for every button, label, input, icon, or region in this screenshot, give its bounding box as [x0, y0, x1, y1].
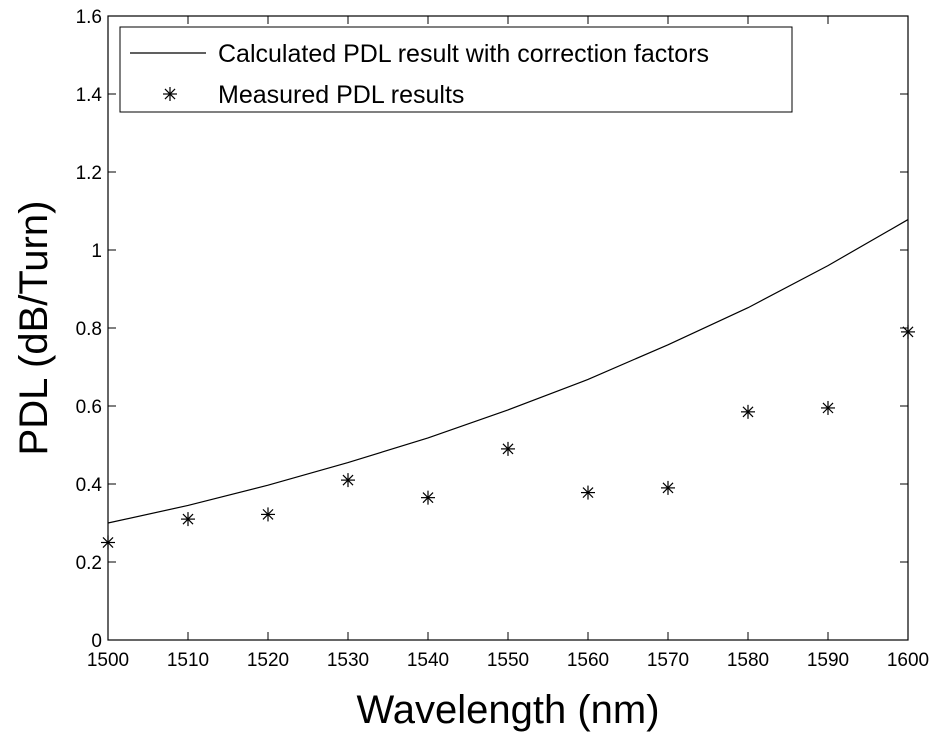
data-point-measured	[661, 480, 675, 495]
legend-entry-measured: Measured PDL results	[218, 81, 464, 109]
y-axis-title: PDL (dB/Turn)	[12, 201, 56, 456]
series-line-calculated	[107, 219, 909, 524]
y-tick-label: 1.2	[76, 163, 102, 184]
legend-marker-asterisk	[163, 87, 177, 101]
x-tick-label: 1510	[167, 650, 209, 671]
x-tick-label: 1600	[887, 650, 929, 671]
x-tick-label: 1500	[87, 650, 129, 671]
data-point-measured	[181, 512, 195, 527]
y-tick-label: 0.2	[76, 553, 102, 574]
data-point-measured	[421, 490, 435, 505]
data-point-measured	[821, 400, 835, 415]
y-tick-label: 0.8	[76, 319, 102, 340]
y-tick-label: 0.4	[76, 475, 103, 496]
legend: Calculated PDL result with correction fa…	[119, 26, 793, 113]
y-tick-label: 1.4	[76, 85, 103, 106]
y-tick-label: 1	[91, 241, 102, 262]
x-tick-label: 1570	[647, 650, 689, 671]
data-point-measured	[341, 473, 355, 488]
x-axis-title: Wavelength (nm)	[356, 688, 659, 732]
legend-entry-calculated: Calculated PDL result with correction fa…	[218, 40, 709, 68]
y-tick-label: 1.6	[76, 7, 102, 28]
legend-box	[119, 26, 793, 113]
x-tick-label: 1590	[807, 650, 849, 671]
axes-layer: 1500 1510 1520 1530 1540 1550 1560 1570 1580 1590…	[76, 7, 930, 671]
data-point-measured	[741, 404, 755, 419]
data-point-measured	[501, 441, 515, 456]
x-tick-label: 1580	[727, 650, 769, 671]
y-tick-label: 0.6	[76, 397, 102, 418]
x-tick-label: 1560	[567, 650, 609, 671]
x-tick-label: 1530	[327, 650, 369, 671]
x-tick-label: 1540	[407, 650, 449, 671]
data-point-measured	[581, 485, 595, 500]
y-tick-label: 0	[91, 631, 102, 652]
x-tick-label: 1520	[247, 650, 289, 671]
x-tick-label: 1550	[487, 650, 529, 671]
data-point-measured	[261, 507, 275, 522]
legend-asterisk	[163, 87, 177, 101]
